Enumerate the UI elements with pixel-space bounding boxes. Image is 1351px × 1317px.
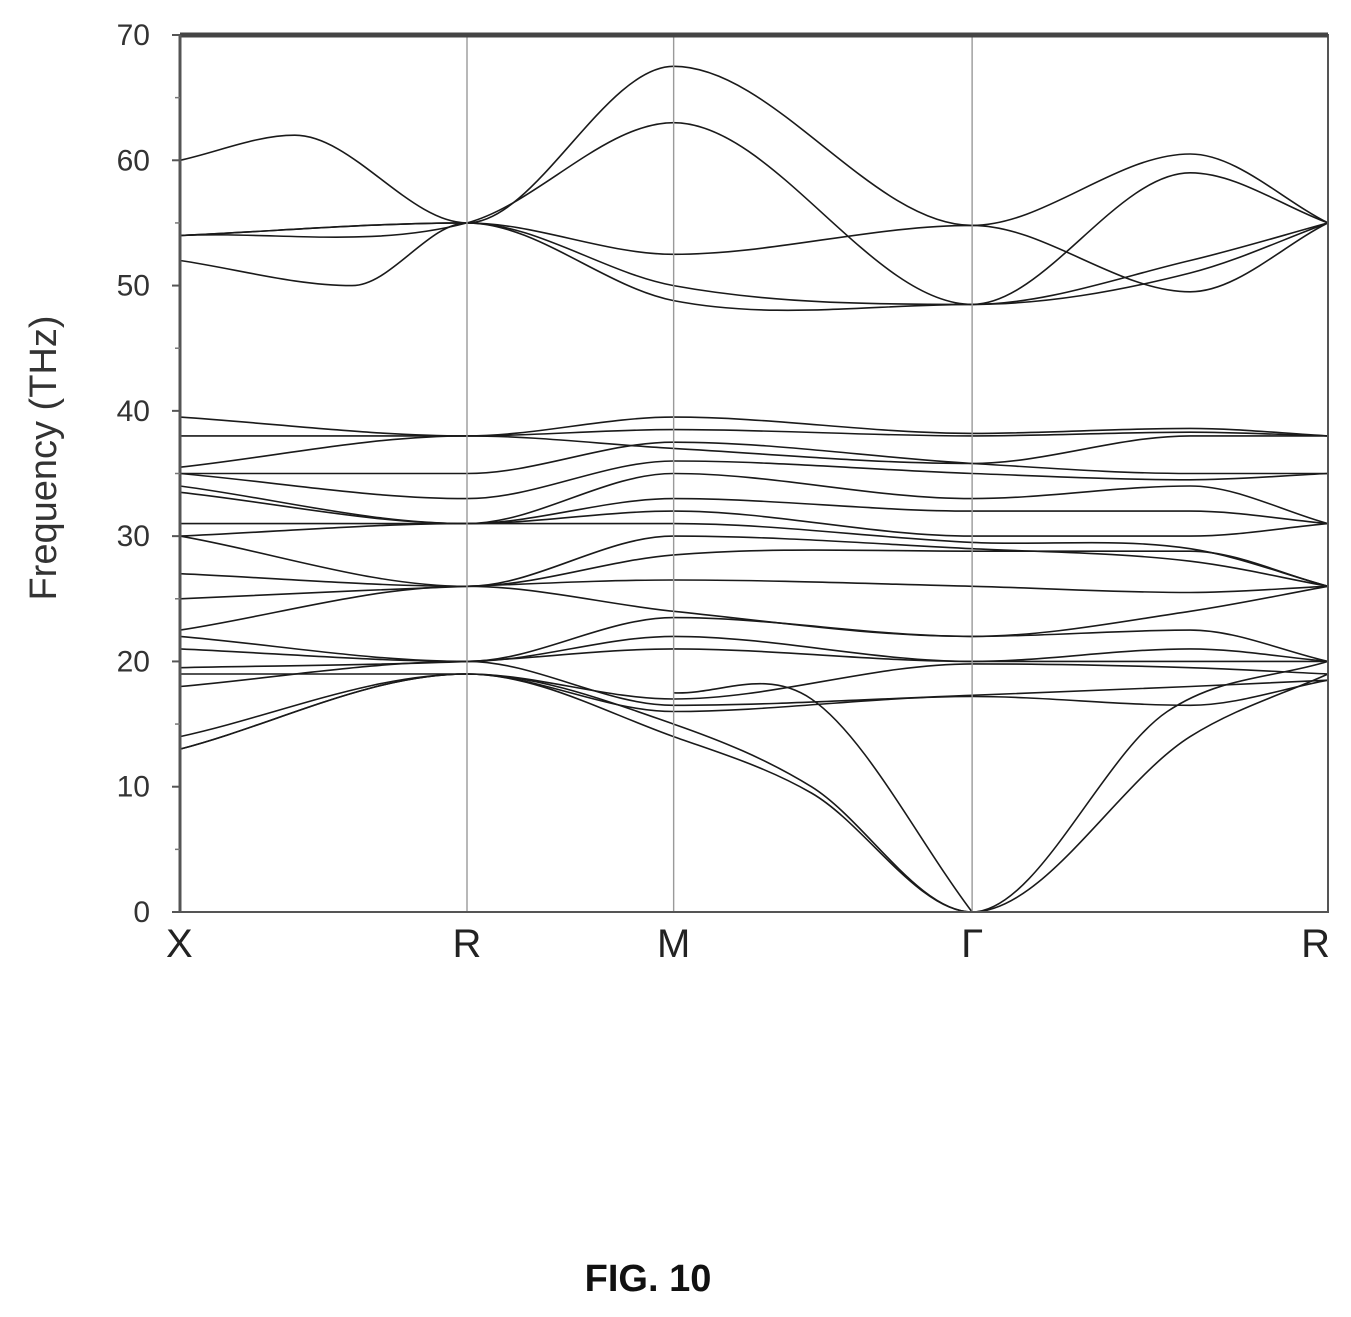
y-axis: 0 10 20 30 40 50 60 70 bbox=[117, 19, 182, 929]
band-line bbox=[179, 549, 1329, 588]
y-tick-label: 40 bbox=[117, 395, 150, 428]
k-point-label: R bbox=[453, 922, 482, 966]
band-line bbox=[179, 121, 1329, 306]
y-tick-label: 50 bbox=[117, 270, 150, 303]
band-line bbox=[179, 660, 1329, 913]
y-tick-label: 60 bbox=[117, 144, 150, 177]
band-line bbox=[179, 673, 1329, 738]
y-tick-label: 70 bbox=[117, 19, 150, 52]
k-point-label: M bbox=[657, 922, 690, 966]
band-line bbox=[179, 416, 1329, 437]
band-line bbox=[179, 65, 1329, 227]
band-line bbox=[179, 616, 1329, 663]
k-point-label: R bbox=[1301, 922, 1330, 966]
band-line bbox=[179, 522, 1329, 588]
band-lines bbox=[179, 65, 1329, 913]
band-line bbox=[179, 222, 1329, 312]
band-line bbox=[179, 635, 1329, 663]
band-line bbox=[179, 460, 1329, 500]
y-tick-label: 10 bbox=[117, 771, 150, 804]
band-line bbox=[179, 673, 1329, 913]
k-point-label: Γ bbox=[961, 922, 983, 966]
band-line bbox=[179, 428, 1329, 437]
band-structure-chart: 0 10 20 30 40 50 60 70 X R M Γ R Frequency (THz) bbox=[23, 19, 1330, 966]
figure-caption: FIG. 10 bbox=[584, 1258, 712, 1300]
band-line bbox=[179, 491, 1329, 525]
band-line bbox=[179, 585, 1329, 638]
band-line bbox=[179, 660, 1329, 707]
y-tick-label: 0 bbox=[133, 896, 150, 929]
k-point-label: X bbox=[166, 922, 193, 966]
band-line bbox=[673, 682, 973, 913]
band-line bbox=[179, 222, 1329, 293]
band-line bbox=[179, 663, 1329, 700]
band-line bbox=[180, 441, 1328, 475]
y-tick-label: 30 bbox=[117, 520, 150, 553]
band-line bbox=[179, 435, 1328, 468]
band-line bbox=[179, 222, 1329, 306]
band-line bbox=[179, 535, 1329, 588]
band-line bbox=[179, 579, 1329, 600]
band-line bbox=[180, 510, 1329, 537]
k-point-lines bbox=[466, 35, 973, 912]
y-axis-title: Frequency (THz) bbox=[23, 315, 65, 600]
y-tick-label: 20 bbox=[117, 645, 150, 678]
